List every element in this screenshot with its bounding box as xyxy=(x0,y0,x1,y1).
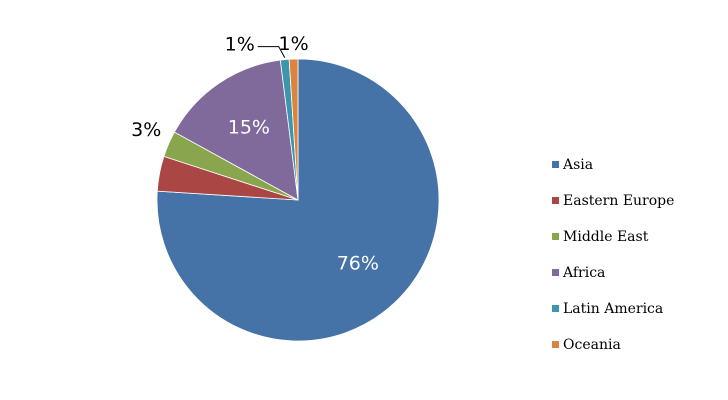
legend-swatch-asia xyxy=(552,161,559,168)
data-label-asia: 76% xyxy=(337,253,379,275)
pie-slice-africa xyxy=(173,59,299,201)
legend-swatch-eastern-europe xyxy=(552,197,559,204)
pie-slice-oceania xyxy=(288,58,299,201)
data-label-oceania: 1% xyxy=(278,33,308,55)
data-label-africa: 15% xyxy=(228,117,270,139)
data-label-latin-america: 1% xyxy=(225,34,255,56)
legend-label-eastern-europe: Eastern Europe xyxy=(563,193,674,209)
leader-line-latin-america xyxy=(257,46,286,58)
legend-swatch-latin-america xyxy=(552,305,559,312)
pie-slices xyxy=(156,58,440,342)
legend-label-middle-east: Middle East xyxy=(563,229,649,245)
legend-label-asia: Asia xyxy=(562,157,593,173)
legend-label-latin-america: Latin America xyxy=(563,301,663,317)
legend-label-oceania: Oceania xyxy=(563,337,621,353)
legend-swatch-middle-east xyxy=(552,233,559,240)
legend-swatch-oceania xyxy=(552,341,559,348)
data-label-middle-east: 3% xyxy=(131,119,161,141)
data-labels: 76% 3% 15% 1% 1% xyxy=(131,33,379,275)
pie-slice-asia xyxy=(156,58,440,342)
legend-swatch-africa xyxy=(552,269,559,276)
legend: Asia Eastern Europe Middle East Africa Latin… xyxy=(552,157,674,353)
legend-label-africa: Africa xyxy=(562,265,605,281)
